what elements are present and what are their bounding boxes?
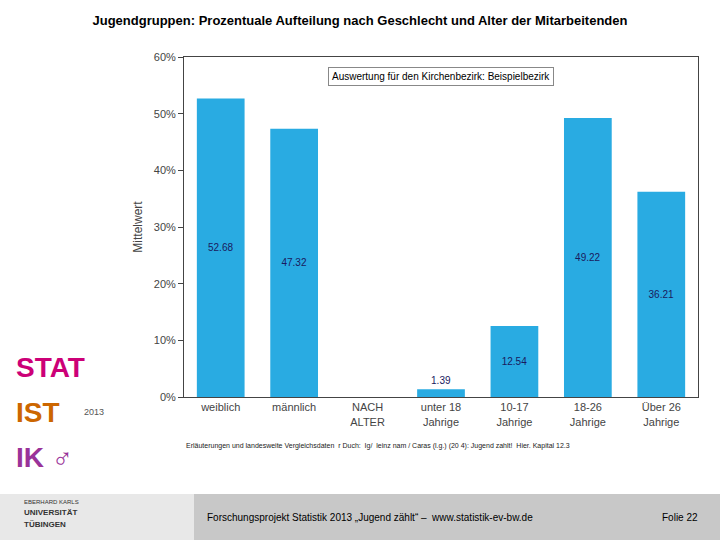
svg-text:60%: 60% — [154, 51, 176, 63]
svg-text:EBERHARD KARLS: EBERHARD KARLS — [24, 499, 79, 505]
svg-text:10-17Jahrige: 10-17Jahrige — [496, 401, 532, 427]
svg-text:NACHALTER: NACHALTER — [350, 401, 385, 427]
svg-text:36.21: 36.21 — [649, 289, 674, 300]
svg-text:50%: 50% — [154, 108, 176, 120]
svg-text:Jugendgruppen: Prozentuale Auf: Jugendgruppen: Prozentuale Aufteilung na… — [93, 13, 628, 28]
svg-text:Auswertung für den Kirchenbezi: Auswertung für den Kirchenbezirk: Beispi… — [332, 71, 550, 82]
svg-text:UNIVERSITÄT: UNIVERSITÄT — [24, 508, 77, 517]
svg-text:TÜBINGEN: TÜBINGEN — [24, 520, 66, 529]
svg-text:2013: 2013 — [84, 407, 104, 417]
svg-text:47.32: 47.32 — [281, 257, 306, 268]
svg-text:STAT: STAT — [16, 352, 85, 383]
svg-text:weiblich: weiblich — [200, 401, 240, 413]
svg-text:männlich: männlich — [272, 401, 316, 413]
svg-text:12.54: 12.54 — [502, 356, 527, 367]
svg-text:Erläuterungen und landesweite: Erläuterungen und landesweite Vergleichs… — [186, 442, 570, 450]
svg-text:Forschungsprojekt Statistik 20: Forschungsprojekt Statistik 2013 „Jugend… — [207, 512, 533, 523]
svg-text:IK ♂: IK ♂ — [16, 442, 73, 473]
svg-text:10%: 10% — [154, 334, 176, 346]
svg-text:0%: 0% — [160, 391, 176, 403]
svg-text:40%: 40% — [154, 164, 176, 176]
svg-text:Folie 22: Folie 22 — [662, 512, 698, 523]
svg-text:Über 26Jahrige: Über 26Jahrige — [642, 401, 681, 427]
svg-text:1.39: 1.39 — [431, 375, 451, 386]
svg-text:18-26Jahrige: 18-26Jahrige — [570, 401, 606, 427]
svg-text:unter 18Jahrige: unter 18Jahrige — [421, 401, 461, 427]
svg-text:IST: IST — [16, 397, 60, 428]
svg-text:30%: 30% — [154, 221, 176, 233]
svg-text:Mittelwert: Mittelwert — [131, 201, 145, 253]
svg-text:52.68: 52.68 — [208, 242, 233, 253]
svg-text:20%: 20% — [154, 278, 176, 290]
svg-text:49.22: 49.22 — [575, 252, 600, 263]
